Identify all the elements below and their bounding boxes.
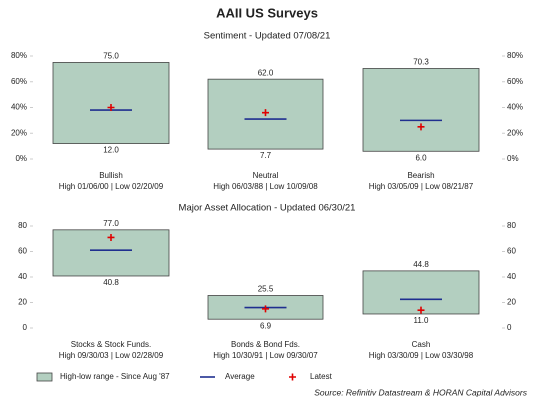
- y2-tick-label: 40: [507, 272, 516, 281]
- high-label: 62.0: [258, 68, 274, 77]
- category-sublabel: High 06/03/88 | Low 10/09/08: [213, 182, 318, 191]
- category-sublabel: High 03/30/09 | Low 03/30/98: [369, 351, 474, 360]
- y2-tick-label: 80%: [507, 51, 523, 60]
- y-tick-label: 60%: [11, 77, 27, 86]
- high-label: 77.0: [103, 219, 119, 228]
- y2-tick-label: 80: [507, 221, 516, 230]
- low-label: 12.0: [103, 146, 119, 155]
- category-sublabel: High 10/30/91 | Low 09/30/07: [213, 351, 318, 360]
- category-sublabel: High 09/30/03 | Low 02/28/09: [59, 351, 164, 360]
- latest-marker: [107, 104, 115, 111]
- category-label: Bullish: [99, 171, 123, 180]
- category-label: Bearish: [407, 171, 434, 180]
- legend-swatch: [289, 373, 296, 381]
- y-tick-label: 40: [18, 272, 27, 281]
- page-title: AAII US Surveys: [216, 5, 318, 20]
- low-label: 11.0: [414, 316, 430, 325]
- y-tick-label: 80%: [11, 51, 27, 60]
- range-bar: [52, 62, 170, 144]
- category-label: Bonds & Bond Fds.: [231, 340, 300, 349]
- latest-marker: [417, 123, 425, 131]
- latest-marker: [262, 305, 269, 313]
- latest-marker: [417, 306, 425, 314]
- low-label: 6.0: [415, 153, 427, 162]
- legend-label: High-low range - Since Aug '87: [60, 372, 170, 381]
- y-tick-label: 20%: [11, 128, 27, 137]
- low-label: 7.7: [260, 151, 272, 160]
- chart-title: Sentiment - Updated 07/08/21: [204, 31, 331, 42]
- y-tick-label: 20: [18, 298, 27, 307]
- source: Source: Refinitiv Datastream & HORAN Cap…: [314, 387, 527, 397]
- y-tick-label: 60: [18, 247, 27, 256]
- y2-tick-label: 20: [507, 298, 516, 307]
- y-tick-label: 0%: [15, 154, 27, 163]
- y2-tick-label: 0: [507, 323, 512, 332]
- y2-tick-label: 40%: [507, 103, 523, 112]
- y-tick-label: 0: [23, 323, 28, 332]
- category-sublabel: High 01/06/00 | Low 02/20/09: [59, 182, 164, 191]
- y-tick-label: 40%: [11, 103, 27, 112]
- high-label: 75.0: [103, 52, 119, 61]
- chart-title: Major Asset Allocation - Updated 06/30/2…: [179, 203, 356, 214]
- y2-tick-label: 60%: [507, 77, 523, 86]
- category-label: Cash: [412, 340, 431, 349]
- legend-label: Average: [225, 372, 255, 381]
- legend-label: Latest: [310, 372, 333, 381]
- low-label: 40.8: [103, 278, 119, 287]
- high-label: 25.5: [258, 285, 274, 294]
- category-label: Stocks & Stock Funds.: [71, 340, 151, 349]
- category-label: Neutral: [253, 171, 279, 180]
- category-sublabel: High 03/05/09 | Low 08/21/87: [369, 182, 474, 191]
- high-label: 44.8: [413, 260, 429, 269]
- low-label: 6.9: [260, 321, 272, 330]
- high-label: 70.3: [413, 58, 429, 67]
- legend-swatch: [36, 372, 53, 382]
- y-tick-label: 80: [18, 221, 27, 230]
- range-bar: [362, 68, 480, 152]
- latest-marker: [107, 233, 115, 241]
- y2-tick-label: 60: [507, 247, 516, 256]
- y2-tick-label: 20%: [507, 128, 523, 137]
- latest-marker: [262, 109, 269, 117]
- y2-tick-label: 0%: [507, 154, 519, 163]
